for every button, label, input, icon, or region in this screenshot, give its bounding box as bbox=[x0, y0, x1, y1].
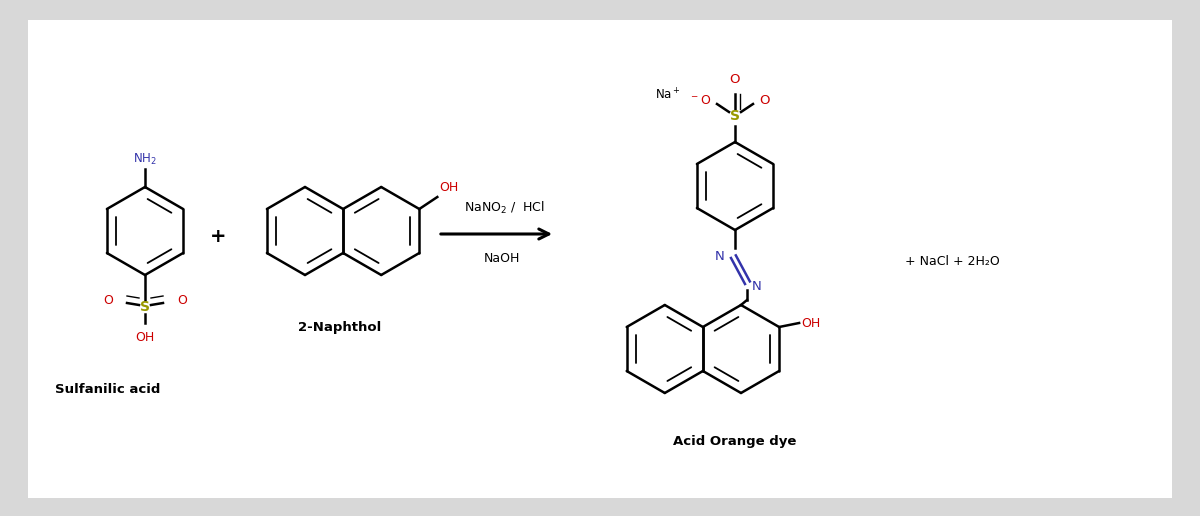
Text: 2-Naphthol: 2-Naphthol bbox=[299, 321, 382, 334]
Text: NH$_2$: NH$_2$ bbox=[133, 152, 157, 167]
Text: +: + bbox=[210, 227, 227, 246]
Text: + NaCl + 2H₂O: + NaCl + 2H₂O bbox=[905, 254, 1000, 267]
Text: N: N bbox=[752, 280, 762, 293]
Text: OH: OH bbox=[136, 331, 155, 344]
Text: Sulfanilic acid: Sulfanilic acid bbox=[55, 383, 161, 396]
FancyBboxPatch shape bbox=[28, 20, 1172, 498]
Text: $\mathregular{^-}$O: $\mathregular{^-}$O bbox=[689, 93, 710, 106]
Text: O: O bbox=[730, 73, 740, 86]
Text: Acid Orange dye: Acid Orange dye bbox=[673, 435, 797, 448]
Text: S: S bbox=[730, 109, 740, 123]
Text: Na$^+$: Na$^+$ bbox=[655, 87, 682, 103]
Text: O: O bbox=[178, 295, 187, 308]
Text: NaOH: NaOH bbox=[484, 252, 520, 265]
Text: S: S bbox=[140, 300, 150, 314]
Text: OH: OH bbox=[439, 181, 458, 194]
Text: O: O bbox=[758, 93, 769, 106]
Text: O: O bbox=[103, 295, 113, 308]
Text: N: N bbox=[715, 250, 725, 263]
Text: OH: OH bbox=[802, 316, 821, 330]
Text: NaNO$_2$ /  HCl: NaNO$_2$ / HCl bbox=[464, 200, 545, 216]
